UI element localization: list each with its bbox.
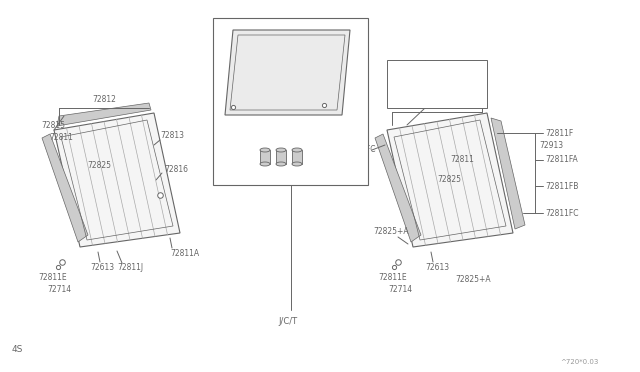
Text: 72812: 72812	[92, 96, 116, 105]
Text: 72714: 72714	[388, 285, 412, 294]
Text: 72714: 72714	[294, 105, 318, 113]
Text: 72811FC: 72811FC	[545, 208, 579, 218]
Text: 72616: 72616	[320, 22, 344, 31]
Polygon shape	[375, 134, 421, 242]
Bar	[276, 150, 286, 164]
Text: 72811F: 72811F	[431, 64, 460, 73]
Text: J/C/T: J/C/T	[278, 317, 298, 327]
Text: 72714: 72714	[47, 285, 71, 294]
Bar	[260, 150, 270, 164]
Text: 72811FA: 72811FA	[545, 155, 578, 164]
Text: 72825: 72825	[437, 176, 461, 185]
Text: 72913: 72913	[539, 141, 563, 150]
Text: 72811E: 72811E	[38, 273, 67, 282]
Ellipse shape	[292, 162, 302, 166]
Bar	[387, 60, 487, 108]
Text: (CAN): (CAN)	[217, 160, 239, 169]
Text: 72825+A: 72825+A	[373, 228, 408, 237]
Text: 4S: 4S	[12, 346, 24, 355]
Ellipse shape	[276, 148, 286, 152]
Text: 72811F: 72811F	[545, 128, 573, 138]
Polygon shape	[491, 118, 525, 229]
Text: 72811FC: 72811FC	[391, 96, 424, 105]
Text: 72811: 72811	[450, 155, 474, 164]
Text: 72811FA: 72811FA	[391, 67, 424, 77]
Text: 72811: 72811	[49, 134, 73, 142]
Polygon shape	[57, 103, 151, 126]
Ellipse shape	[292, 148, 302, 152]
Bar	[292, 150, 302, 164]
Text: 72811FC: 72811FC	[342, 145, 376, 154]
Text: 72812: 72812	[425, 99, 449, 109]
Ellipse shape	[260, 148, 270, 152]
Text: 72815: 72815	[41, 122, 65, 131]
Text: 72811J: 72811J	[117, 263, 143, 273]
Polygon shape	[42, 134, 88, 242]
Text: 72811E: 72811E	[378, 273, 406, 282]
Text: ^720*0.03: ^720*0.03	[560, 359, 598, 365]
Polygon shape	[225, 30, 350, 115]
Text: 72825: 72825	[87, 160, 111, 170]
Text: 72714: 72714	[217, 109, 241, 118]
Polygon shape	[54, 113, 180, 247]
Text: 72811FB: 72811FB	[391, 81, 424, 90]
Text: 72816: 72816	[164, 166, 188, 174]
Text: 72811A: 72811A	[170, 248, 199, 257]
Text: 72613: 72613	[425, 263, 449, 272]
Text: 72813: 72813	[160, 131, 184, 140]
Ellipse shape	[276, 162, 286, 166]
Polygon shape	[387, 113, 513, 247]
Bar	[213, 18, 368, 185]
Text: 72617K: 72617K	[217, 150, 246, 158]
Text: 72613: 72613	[90, 263, 114, 272]
Text: 72811FB: 72811FB	[545, 182, 579, 191]
Ellipse shape	[260, 162, 270, 166]
Text: 72825+A: 72825+A	[455, 275, 491, 283]
